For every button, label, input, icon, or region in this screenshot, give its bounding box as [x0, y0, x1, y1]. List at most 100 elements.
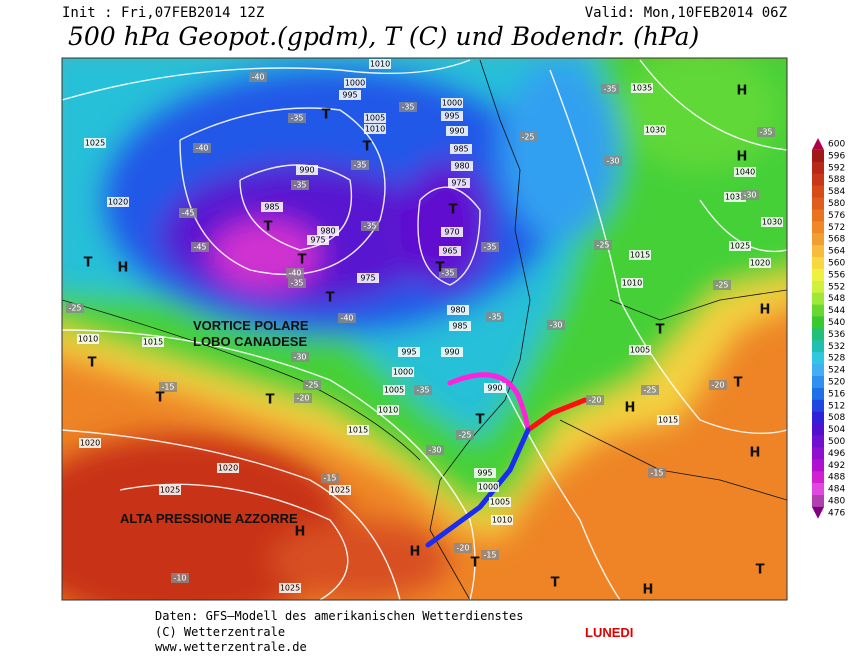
colorbar-swatch	[812, 185, 824, 198]
footer-line: www.wetterzentrale.de	[155, 640, 307, 654]
temperature-label: -35	[483, 243, 496, 252]
pressure-label: 1015	[630, 251, 650, 260]
colorbar-label: 528	[828, 354, 845, 364]
pressure-center: T	[266, 393, 275, 408]
temperature-label: -35	[759, 128, 772, 137]
label-box	[377, 405, 399, 415]
temperature-label: -30	[428, 446, 441, 455]
temp-box	[713, 280, 731, 290]
label-box	[307, 235, 329, 245]
temp-box	[191, 242, 209, 252]
temp-box	[456, 430, 474, 440]
temperature-label: -45	[193, 243, 206, 252]
temp-box	[399, 102, 417, 112]
temp-box	[454, 543, 472, 553]
colorbar-swatch	[812, 495, 824, 508]
temp-box	[193, 143, 211, 153]
pressure-label: 1030	[645, 126, 665, 135]
label-box	[364, 113, 386, 123]
pressure-label: 1000	[442, 99, 462, 108]
pressure-center: T	[298, 253, 307, 268]
temperature-label: -35	[363, 222, 376, 231]
annotation: ALTA PRESSIONE AZZORRE	[120, 511, 298, 526]
pressure-label: 1000	[345, 79, 365, 88]
pressure-label: 1010	[622, 279, 642, 288]
label-box	[644, 125, 666, 135]
label-box	[357, 273, 379, 283]
label-box	[317, 226, 339, 236]
occluded-front	[447, 372, 531, 433]
temp-box	[351, 160, 369, 170]
colorbar-swatch	[812, 435, 824, 448]
pressure-label: 1015	[658, 416, 678, 425]
pressure-center: T	[476, 413, 485, 428]
colorbar-swatch	[812, 209, 824, 222]
colorbar-label: 588	[828, 175, 845, 185]
pressure-label: 1025	[280, 584, 300, 593]
pressure-center: H	[625, 401, 636, 416]
pressure-label: 965	[442, 247, 457, 256]
colorbar-label: 492	[828, 461, 845, 471]
pressure-center: T	[84, 256, 93, 271]
temp-box	[709, 380, 727, 390]
temp-box	[641, 385, 659, 395]
label-box	[491, 515, 513, 525]
pressure-label: 1020	[80, 439, 100, 448]
colorbar-label: 516	[828, 389, 845, 399]
label-box	[364, 124, 386, 134]
label-box	[77, 334, 99, 344]
label-box	[261, 202, 283, 212]
pressure-center: T	[88, 356, 97, 371]
label-box	[329, 485, 351, 495]
colorbar-swatch	[812, 245, 824, 258]
temperature-label: -35	[293, 181, 306, 190]
label-box	[439, 246, 461, 256]
label-box	[631, 83, 653, 93]
colorbar-swatch	[812, 138, 824, 150]
temp-box	[179, 208, 197, 218]
colorbar-label: 488	[828, 473, 845, 483]
pressure-center: T	[436, 261, 445, 276]
label-box	[448, 178, 470, 188]
colorbar-swatch	[812, 328, 824, 341]
pressure-label: 1000	[393, 368, 413, 377]
pressure-center: T	[326, 291, 335, 306]
label-box	[729, 241, 751, 251]
temp-box	[586, 395, 604, 405]
temp-box	[338, 313, 356, 323]
colorbar-label: 552	[828, 282, 845, 292]
label-box	[629, 345, 651, 355]
colorbar-swatch	[812, 364, 824, 377]
colorbar-swatch	[812, 447, 824, 460]
colorbar-label: 548	[828, 294, 845, 304]
pressure-label: 980	[320, 227, 335, 236]
pressure-center: T	[156, 391, 165, 406]
colorbar-swatch	[812, 161, 824, 175]
pressure-label: 990	[444, 348, 459, 357]
temperature-label: -40	[288, 269, 301, 278]
colorbar-label: 540	[828, 318, 845, 328]
label-box	[441, 98, 463, 108]
colorbar-label: 600	[828, 139, 845, 149]
colorbar-label: 536	[828, 330, 845, 340]
temperature-label: -20	[296, 394, 309, 403]
colorbar-label: 580	[828, 199, 845, 209]
colorbar-label: 556	[828, 270, 845, 280]
warm-front	[525, 397, 588, 433]
colorbar-swatch	[812, 197, 824, 210]
temp-box	[294, 393, 312, 403]
label-box	[451, 161, 473, 171]
pressure-label: 1035	[725, 193, 745, 202]
temperature-label: -40	[195, 144, 208, 153]
colorbar-swatch	[812, 233, 824, 246]
temp-box	[249, 72, 267, 82]
colorbar-swatch	[812, 173, 824, 187]
temp-box	[439, 268, 457, 278]
footer-line: (C) Wetterzentrale	[155, 625, 285, 639]
pressure-label: 1010	[370, 60, 390, 69]
label-box	[344, 78, 366, 88]
pressure-label: 1005	[365, 114, 385, 123]
valid-time: Valid: Mon,10FEB2014 06Z	[585, 5, 787, 21]
colorbar-swatch	[812, 352, 824, 365]
colorbar-label: 596	[828, 151, 845, 161]
